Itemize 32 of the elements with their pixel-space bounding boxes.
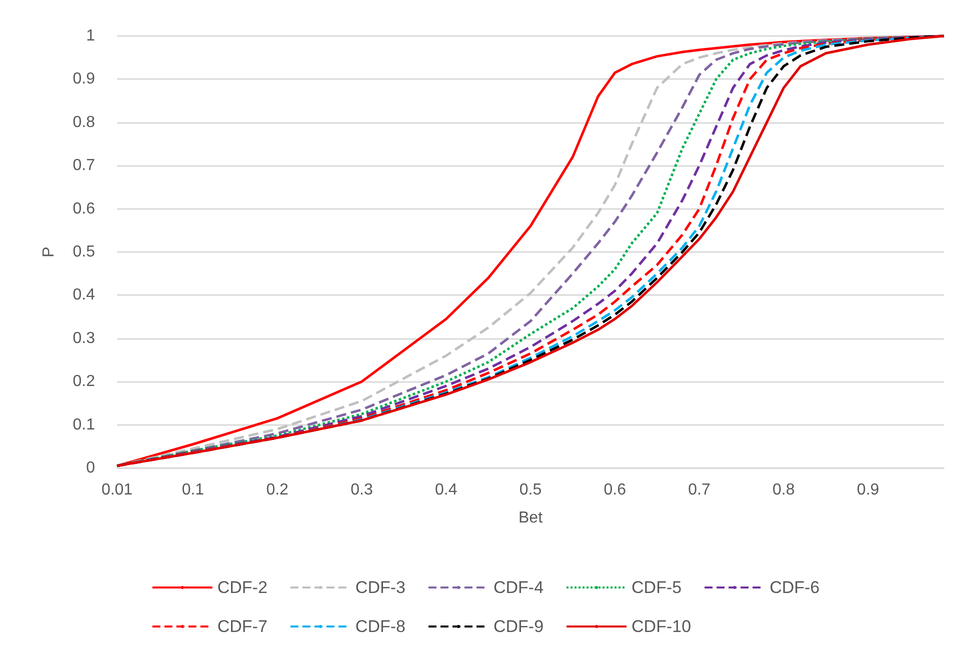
legend-label: CDF-5 xyxy=(632,578,682,597)
x-axis-title: Bet xyxy=(518,510,544,526)
legend-label: CDF-4 xyxy=(493,578,544,597)
x-tick-label: 0.2 xyxy=(266,482,289,498)
y-tick-label: 0.5 xyxy=(72,244,96,260)
legend-label: CDF-10 xyxy=(632,617,692,636)
x-tick-label: 0.4 xyxy=(434,482,458,498)
x-tick-label: 0.9 xyxy=(856,482,880,498)
legend-label: CDF-8 xyxy=(355,617,406,636)
y-tick-label: 0.3 xyxy=(72,330,96,347)
y-tick-label: 0.4 xyxy=(72,286,96,304)
y-tick-label: 0.6 xyxy=(72,200,96,218)
x-tick-label: 0.1 xyxy=(182,482,204,498)
legend-label: CDF-6 xyxy=(770,578,820,597)
legend-label: CDF-2 xyxy=(217,578,268,597)
y-tick-label: 0.9 xyxy=(72,70,96,88)
x-tick-label: 0.8 xyxy=(772,482,795,498)
y-tick-label: 0 xyxy=(86,460,96,476)
x-tick-label: 0.5 xyxy=(519,482,542,498)
y-tick-label: 1 xyxy=(86,28,96,44)
y-tick-label: 0.8 xyxy=(72,114,96,131)
legend-label: CDF-7 xyxy=(217,617,268,636)
x-tick-label: 0.3 xyxy=(350,482,373,498)
x-tick-label: 0.6 xyxy=(604,482,626,498)
legend-label: CDF-3 xyxy=(355,578,406,597)
x-tick-label: 0.7 xyxy=(688,482,710,498)
y-tick-label: 0.2 xyxy=(72,373,96,390)
y-tick-label: 0.1 xyxy=(72,416,96,434)
y-tick-label: 0.7 xyxy=(72,157,96,174)
x-tick-label: 0.01 xyxy=(101,482,133,498)
y-axis-title: P xyxy=(40,246,58,258)
legend-label: CDF-9 xyxy=(493,617,544,636)
